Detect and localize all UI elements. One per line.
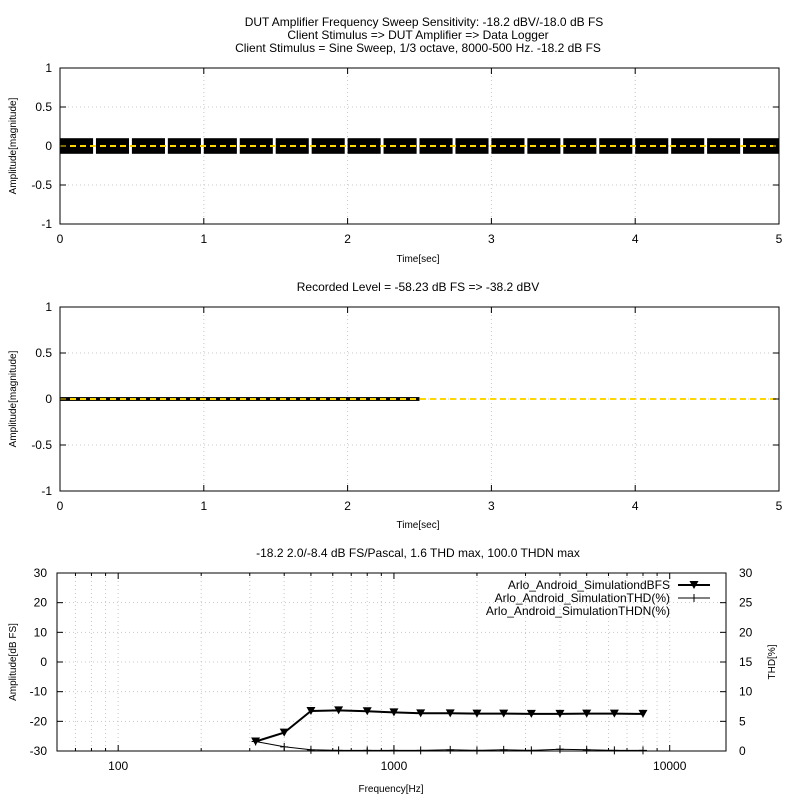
figure-title-line-2: Client Stimulus => DUT Amplifier => Data… — [287, 28, 548, 42]
p3-xlabel: Frequency[Hz] — [358, 784, 423, 795]
p3-title: -18.2 2.0/-8.4 dB FS/Pascal, 1.6 THD max… — [256, 546, 580, 560]
p3-ytick-label: 30 — [34, 566, 48, 580]
frequency-plot: -18.2 2.0/-8.4 dB FS/Pascal, 1.6 THD max… — [8, 546, 778, 795]
p3-ytick-label: 0 — [40, 655, 47, 669]
series-line-1 — [255, 741, 643, 751]
series-point-dbfs — [334, 706, 344, 715]
p2-ticks: 0 1 2 3 4 5 1 0.5 0 -0.5 -1 — [31, 300, 782, 513]
p2-ytick-label: 1 — [45, 300, 52, 314]
series-point-thd — [334, 746, 343, 755]
p2-xtick-label: 4 — [632, 499, 639, 513]
legend-label-thdn: Arlo_Android_SimulationTHDN(%) — [486, 604, 670, 618]
p3-ytick-label: -30 — [30, 744, 48, 758]
p2-ytick-label: -0.5 — [31, 438, 52, 452]
series-point-dbfs — [638, 709, 648, 718]
p2-xtick-label: 5 — [776, 499, 783, 513]
figure-title-line-1: DUT Amplifier Frequency Sweep Sensitivit… — [245, 15, 604, 29]
series-point-thd — [416, 746, 425, 755]
p1-ytick-label: -1 — [41, 217, 52, 231]
series-point-thd — [499, 745, 508, 754]
series-point-thd — [610, 746, 619, 755]
p1-ytick-label: 1 — [45, 61, 52, 75]
time-plot-stimulus: 0 1 2 3 4 5 1 0.5 0 -0.5 -1 Time[sec] Amplitude[ma… — [8, 61, 783, 265]
series-point-dbfs — [472, 709, 482, 718]
figure-title-line-3: Client Stimulus = Sine Sweep, 1/3 octave… — [235, 41, 601, 55]
p1-signal-burst — [671, 138, 705, 154]
p3-ytick-label: 10 — [34, 625, 48, 639]
p1-xtick-label: 4 — [632, 232, 639, 246]
p2-signal-trace — [60, 397, 420, 401]
p1-ytick-label: 0.5 — [35, 100, 52, 114]
p1-signal-burst — [491, 138, 525, 154]
p3-y2tick-label: 20 — [739, 625, 753, 639]
p1-ytick-label: -0.5 — [31, 178, 52, 192]
p3-series — [251, 706, 648, 755]
p1-xtick-label: 1 — [200, 232, 207, 246]
p1-xtick-label: 2 — [344, 232, 351, 246]
p2-xtick-label: 3 — [488, 499, 495, 513]
series-point-dbfs — [416, 709, 426, 718]
p2-xlabel: Time[sec] — [397, 520, 440, 531]
legend-marker-dbfs — [689, 581, 699, 589]
series-point-thd — [251, 737, 260, 746]
p3-y2label: THD[%] — [767, 644, 778, 679]
p1-signal-burst — [239, 138, 273, 154]
series-point-dbfs — [526, 709, 536, 718]
series-point-dbfs — [306, 706, 316, 715]
series-point-thd — [446, 745, 455, 754]
legend-label-thd: Arlo_Android_SimulationTHD(%) — [495, 591, 670, 605]
p2-xtick-label: 0 — [57, 499, 64, 513]
p1-signal-burst — [131, 138, 165, 154]
p1-ticks: 0 1 2 3 4 5 1 0.5 0 -0.5 -1 — [31, 61, 782, 246]
p1-xtick-label: 0 — [57, 232, 64, 246]
p3-xtick-label: 100 — [108, 759, 128, 773]
p1-signal-burst — [60, 138, 94, 154]
p3-y2tick-label: 15 — [739, 655, 753, 669]
p1-xtick-label: 3 — [488, 232, 495, 246]
p3-y2tick-label: 10 — [739, 685, 753, 699]
time-plot-recorded: Recorded Level = -58.23 dB FS => -38.2 d… — [8, 280, 783, 531]
p2-ytick-label: -1 — [41, 484, 52, 498]
p2-ytick-label: 0.5 — [35, 346, 52, 360]
p2-xtick-label: 1 — [200, 499, 207, 513]
p2-ylabel: Amplitude[magnitude] — [8, 350, 19, 447]
p3-ylabel: Amplitude[dB FS] — [8, 623, 19, 701]
series-point-dbfs — [499, 709, 509, 718]
series-point-dbfs — [445, 709, 455, 718]
series-point-dbfs — [609, 709, 619, 718]
figure-title: DUT Amplifier Frequency Sweep Sensitivit… — [235, 15, 603, 55]
p3-legend: Arlo_Android_SimulationdBFS Arlo_Android… — [486, 578, 710, 618]
series-point-dbfs — [389, 708, 399, 717]
series-point-dbfs — [555, 709, 565, 718]
p3-y2tick-label: 30 — [739, 566, 753, 580]
legend-label-dbfs: Arlo_Android_SimulationdBFS — [508, 578, 670, 592]
legend-marker-thd — [690, 594, 698, 602]
p2-xtick-label: 2 — [344, 499, 351, 513]
p3-ytick-label: 20 — [34, 596, 48, 610]
p3-y2tick-label: 25 — [739, 596, 753, 610]
p3-xtick-label: 10000 — [653, 759, 687, 773]
p3-xtick-label: 1000 — [381, 759, 408, 773]
p1-signal-burst — [563, 138, 597, 154]
p1-ylabel: Amplitude[magnitude] — [8, 97, 19, 194]
p2-signal — [60, 397, 420, 401]
series-point-dbfs — [362, 707, 372, 716]
p3-ytick-label: -10 — [30, 685, 48, 699]
series-point-dbfs — [582, 709, 592, 718]
p1-signal-burst — [311, 138, 345, 154]
p3-ytick-label: -20 — [30, 714, 48, 728]
p3-y2tick-label: 0 — [739, 744, 746, 758]
p1-xtick-label: 5 — [776, 232, 783, 246]
p2-ytick-label: 0 — [45, 392, 52, 406]
p1-signal-burst — [419, 138, 453, 154]
p2-title: Recorded Level = -58.23 dB FS => -38.2 d… — [297, 280, 539, 294]
p1-xlabel: Time[sec] — [397, 254, 440, 265]
series-point-dbfs — [279, 728, 289, 737]
series-point-thd — [527, 746, 536, 755]
p1-ytick-label: 0 — [45, 139, 52, 153]
p3-grid — [57, 573, 726, 751]
p3-y2tick-label: 5 — [739, 714, 746, 728]
